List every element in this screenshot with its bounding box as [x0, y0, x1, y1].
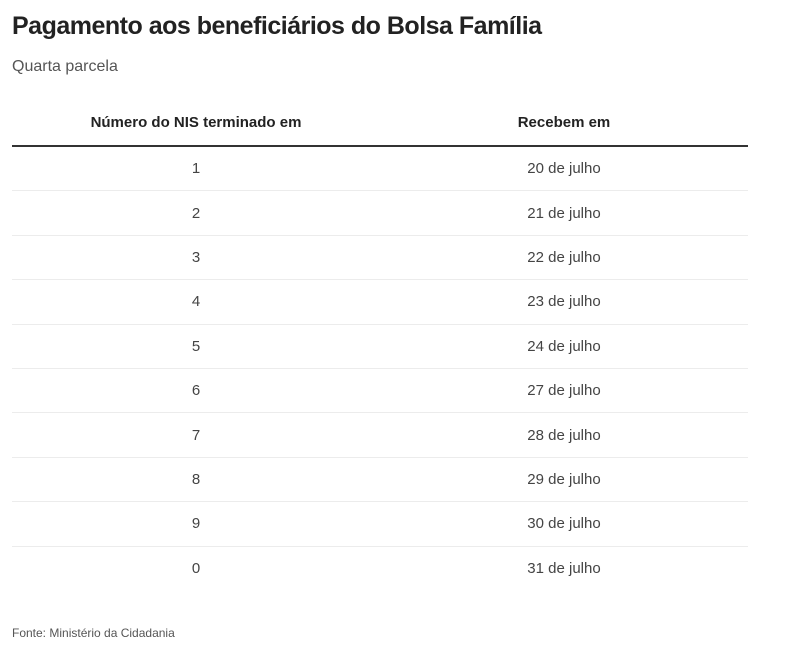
nis-cell: 4: [191, 293, 201, 311]
table-row: 0 31 de julho: [12, 547, 748, 591]
nis-cell: 7: [191, 426, 201, 444]
nis-cell: 1: [191, 160, 201, 178]
date-cell: 28 de julho: [527, 426, 601, 444]
table-row: 9 30 de julho: [12, 502, 748, 547]
date-cell: 31 de julho: [527, 560, 601, 578]
table-row: 3 22 de julho: [12, 236, 748, 281]
nis-cell: 6: [191, 382, 201, 400]
column-header-nis: Número do NIS terminado em: [90, 114, 302, 131]
column-header-date: Recebem em: [517, 114, 611, 131]
date-cell: 30 de julho: [527, 515, 601, 533]
table-header: Número do NIS terminado em Recebem em: [12, 100, 748, 147]
page-title: Pagamento aos beneficiários do Bolsa Fam…: [12, 12, 542, 40]
table-row: 6 27 de julho: [12, 369, 748, 414]
date-cell: 27 de julho: [527, 382, 601, 400]
nis-cell: 8: [191, 470, 201, 488]
date-cell: 20 de julho: [527, 160, 601, 178]
table-row: 4 23 de julho: [12, 280, 748, 325]
date-cell: 21 de julho: [527, 204, 601, 222]
table-row: 8 29 de julho: [12, 458, 748, 503]
table-row: 5 24 de julho: [12, 325, 748, 369]
nis-cell: 3: [191, 248, 201, 266]
table-row: 7 28 de julho: [12, 413, 748, 458]
date-cell: 29 de julho: [527, 470, 601, 488]
source-note: Fonte: Ministério da Cidadania: [12, 626, 175, 640]
date-cell: 22 de julho: [527, 248, 601, 266]
nis-cell: 0: [191, 560, 201, 578]
payment-schedule-table: Número do NIS terminado em Recebem em 1 …: [12, 100, 748, 591]
nis-cell: 5: [191, 337, 201, 355]
table-row: 2 21 de julho: [12, 191, 748, 236]
table-row: 1 20 de julho: [12, 147, 748, 192]
date-cell: 23 de julho: [527, 293, 601, 311]
date-cell: 24 de julho: [527, 337, 601, 355]
nis-cell: 2: [191, 204, 201, 222]
table-body: 1 20 de julho 2 21 de julho 3 22 de julh…: [12, 147, 748, 591]
page-subtitle: Quarta parcela: [12, 58, 118, 75]
nis-cell: 9: [191, 515, 201, 533]
